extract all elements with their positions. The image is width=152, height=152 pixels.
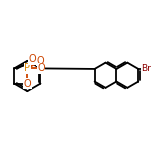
Text: O: O xyxy=(37,56,44,66)
Text: O: O xyxy=(24,79,31,89)
Text: Br: Br xyxy=(141,64,151,73)
Text: O: O xyxy=(37,63,45,73)
Text: P: P xyxy=(24,63,30,73)
Text: O: O xyxy=(29,54,36,64)
